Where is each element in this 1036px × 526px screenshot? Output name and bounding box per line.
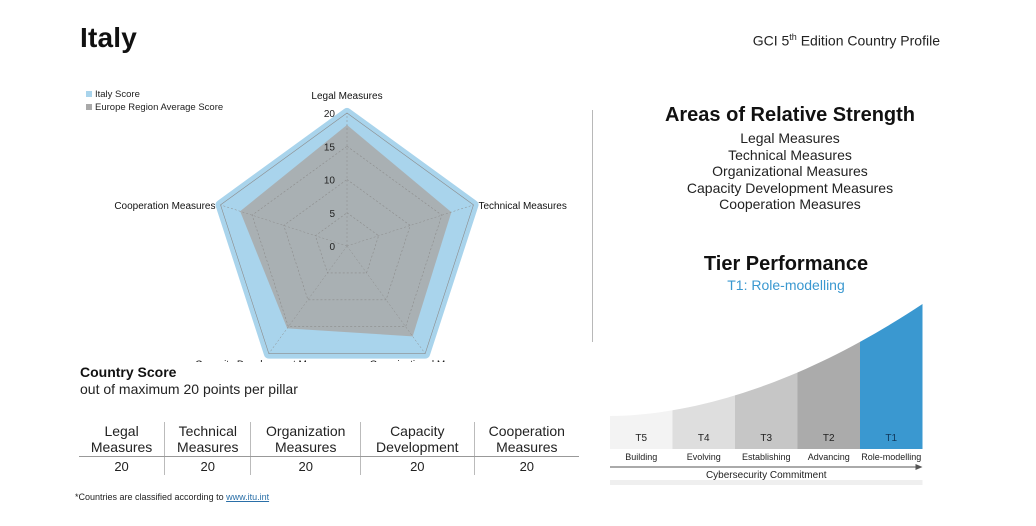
strengths-title: Areas of Relative Strength — [664, 104, 916, 126]
score-value: 20 — [164, 456, 251, 475]
header-line: Capacity — [390, 423, 445, 439]
commitment-axis-label: Cybersecurity Commitment — [706, 470, 827, 481]
profile-label: GCI 5th Edition Country Profile — [753, 32, 940, 49]
tier-code-label: T4 — [698, 433, 710, 444]
strength-item: Cooperation Measures — [719, 196, 861, 213]
tier-name-label: Building — [625, 452, 657, 462]
strength-item: Technical Measures — [728, 146, 852, 163]
header-line: Measures — [274, 439, 337, 455]
score-header: Organization Measures — [250, 422, 361, 457]
footnote: *Countries are classified according to w… — [75, 492, 269, 502]
tier-name-label: Role-modelling — [861, 452, 921, 462]
page-title: Italy — [80, 22, 138, 53]
score-value: 20 — [360, 456, 475, 475]
tier-bar-t3 — [735, 372, 798, 449]
score-header: Capacity Development — [360, 422, 475, 457]
score-header: Cooperation Measures — [473, 422, 579, 457]
radar-grid-ring — [283, 179, 411, 301]
header-line: Measures — [90, 439, 153, 455]
tier-bar-t1 — [860, 304, 923, 449]
score-title: Country Score — [80, 364, 177, 380]
radar-grid-ring — [220, 112, 474, 354]
vertical-divider — [592, 110, 593, 342]
header-line: Legal — [104, 423, 139, 439]
score-value: 20 — [114, 458, 129, 474]
header-line: Cooperation — [488, 423, 565, 439]
radar-tick-label: 0 — [329, 242, 335, 253]
tier-diagram: T5 Building T4 Evolving T3 Establishing T2 Adva… — [610, 304, 923, 485]
tier-bar-t2 — [797, 341, 860, 449]
tier-current: T1: Role-modelling — [727, 277, 845, 293]
strengths-list: Legal Measures Technical Measures Organi… — [640, 130, 940, 213]
header-line: Measures — [177, 439, 239, 455]
radar-tick-label: 20 — [324, 109, 336, 120]
radar-axis-label: Cooperation Measures — [114, 201, 215, 212]
score-table: Legal Measures Technical Measures Organiza… — [79, 422, 579, 475]
strength-item: Legal Measures — [740, 130, 840, 146]
profile-sup: th — [789, 32, 797, 42]
header-line: Organization — [266, 423, 346, 439]
tier-bar-t5 — [610, 410, 673, 449]
legend-swatch — [86, 91, 92, 97]
radar-series-europe — [240, 124, 452, 337]
score-header: Technical Measures — [164, 422, 251, 457]
header-line: Development — [376, 439, 459, 455]
radar-grid-ring — [251, 145, 443, 327]
header-line: Technical — [178, 423, 237, 439]
profile-prefix: GCI 5 — [752, 32, 790, 49]
strength-item: Capacity Development Measures — [686, 179, 894, 196]
header-line: Measures — [496, 439, 558, 455]
radar-chart: 0 5 10 15 20 Legal Measures Technical Measures… — [86, 89, 567, 362]
tier-code-label: T5 — [635, 433, 647, 444]
radar-axis-label: Legal Measures — [311, 91, 382, 102]
tier-shadow — [610, 480, 923, 485]
radar-grid-ring — [315, 212, 379, 274]
score-value-row: 20 20 20 20 20 — [79, 456, 579, 475]
footnote-text: *Countries are classified according to — [75, 492, 227, 502]
legend-label: Italy Score — [95, 89, 140, 100]
tier-name-label: Evolving — [687, 452, 721, 462]
profile-suffix: Edition Country Profile — [796, 32, 940, 49]
tier-code-label: T2 — [823, 433, 835, 444]
tier-name-label: Establishing — [742, 452, 791, 462]
radar-tick-label: 15 — [324, 142, 336, 153]
tier-code-label: T1 — [885, 433, 897, 444]
radar-axis-label: Capacity Development Measures — [195, 360, 342, 362]
footnote-link[interactable]: www.itu.int — [226, 492, 270, 502]
strength-item: Organizational Measures — [712, 163, 868, 180]
tier-bar-t4 — [672, 395, 735, 449]
tier-code-label: T3 — [760, 433, 772, 444]
tier-name-label: Advancing — [808, 452, 850, 462]
legend-label: Europe Region Average Score — [95, 102, 223, 113]
score-subtitle: out of maximum 20 points per pillar — [80, 381, 298, 397]
tier-title: Tier Performance — [703, 253, 869, 275]
radar-tick-label: 5 — [329, 209, 335, 220]
radar-axis-label: Organizational Measures — [370, 360, 481, 362]
radar-tick-label: 10 — [324, 176, 336, 187]
score-value: 20 — [250, 456, 361, 475]
commitment-arrow-head — [915, 464, 923, 470]
score-header-row: Legal Measures Technical Measures Organiza… — [79, 422, 579, 457]
radar-axis-label: Technical Measures — [478, 201, 566, 212]
score-value: 20 — [473, 456, 579, 475]
score-header: Legal Measures — [79, 422, 165, 457]
legend-swatch — [86, 104, 92, 110]
